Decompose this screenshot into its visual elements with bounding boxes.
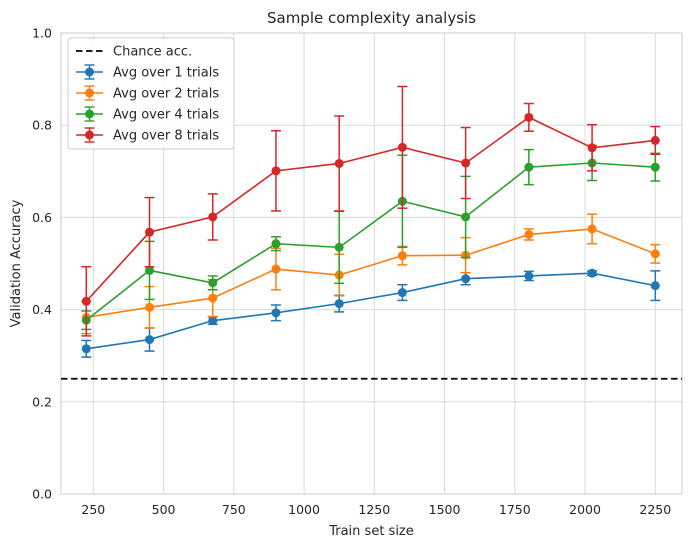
- legend-item-series-4: Avg over 8 trials: [76, 127, 219, 144]
- grid: [61, 32, 682, 495]
- series-line: [86, 272, 656, 350]
- data-point: [650, 281, 660, 291]
- x-tick-label: 250: [81, 502, 105, 517]
- x-axis-label: Train set size: [328, 524, 414, 539]
- data-point: [271, 166, 281, 176]
- data-point: [334, 299, 344, 309]
- data-point: [524, 229, 534, 239]
- x-tick-label: 500: [152, 502, 176, 517]
- x-tick-label: 2000: [569, 502, 601, 517]
- x-tick-label: 750: [222, 502, 246, 517]
- series-line: [86, 228, 656, 319]
- data-point: [587, 224, 597, 234]
- legend-marker-icon: [85, 88, 94, 98]
- legend-item-chance: Chance acc.: [76, 45, 192, 60]
- data-point: [208, 278, 218, 288]
- legend-label: Avg over 4 trials: [113, 108, 219, 123]
- series-layer: [81, 85, 661, 358]
- data-point: [650, 249, 660, 259]
- data-point: [145, 227, 155, 237]
- data-point: [81, 296, 91, 306]
- x-tick-label: 1250: [358, 502, 390, 517]
- legend-label: Avg over 2 trials: [113, 87, 219, 102]
- legend-marker-icon: [85, 67, 94, 77]
- data-point: [145, 302, 155, 312]
- data-point: [208, 316, 218, 326]
- legend: Chance acc. Avg over 1 trials Avg over 2 t…: [67, 37, 235, 150]
- chart-title: Sample complexity analysis: [267, 9, 476, 27]
- y-tick-label: 1.0: [32, 26, 52, 41]
- data-point: [145, 335, 155, 345]
- y-tick-label: 0.2: [32, 394, 52, 409]
- legend-label: Avg over 8 trials: [113, 129, 219, 144]
- data-point: [397, 142, 407, 152]
- x-tick-label: 1000: [288, 502, 320, 517]
- series-line: [85, 116, 656, 302]
- legend-label: Chance acc.: [113, 45, 192, 60]
- data-point: [587, 143, 597, 153]
- data-point: [524, 112, 534, 122]
- legend-label: Avg over 1 trials: [113, 66, 219, 81]
- legend-item-series-2: Avg over 2 trials: [76, 85, 219, 102]
- data-point: [524, 271, 534, 281]
- plot-frame: [60, 32, 683, 495]
- data-point: [524, 162, 534, 172]
- data-point: [271, 264, 281, 274]
- legend-items: Chance acc. Avg over 1 trials Avg over 2 t…: [76, 45, 219, 144]
- x-tick-label: 1500: [429, 502, 461, 517]
- data-point: [334, 158, 344, 168]
- data-point: [587, 268, 597, 278]
- data-point: [271, 239, 281, 249]
- legend-item-series-3: Avg over 4 trials: [76, 106, 219, 123]
- data-point: [461, 158, 471, 168]
- x-tick-label: 1750: [499, 502, 531, 517]
- data-point: [461, 212, 471, 222]
- y-tick-label: 0.8: [32, 118, 52, 133]
- legend-item-series-1: Avg over 1 trials: [76, 64, 219, 81]
- data-point: [145, 265, 155, 275]
- data-point: [208, 293, 218, 303]
- data-point: [650, 135, 660, 145]
- series-line: [85, 162, 656, 321]
- x-tick-label: 2250: [639, 502, 671, 517]
- y-tick-label: 0.6: [32, 210, 52, 225]
- tick-labels: 250 500 750 1000 1250 1500 1750 2000 2250 0.0 0.2 0…: [32, 26, 671, 518]
- data-point: [208, 212, 218, 222]
- data-point: [397, 251, 407, 261]
- data-point: [397, 288, 407, 298]
- y-tick-label: 0.0: [32, 487, 52, 502]
- legend-marker-icon: [85, 109, 94, 119]
- data-point: [334, 242, 344, 252]
- series-4: [81, 85, 661, 337]
- data-point: [271, 308, 281, 318]
- y-axis-label: Validation Accuracy: [9, 199, 24, 327]
- data-point: [81, 344, 91, 354]
- legend-marker-icon: [85, 130, 94, 140]
- data-point: [461, 274, 471, 284]
- y-tick-label: 0.4: [32, 302, 52, 317]
- data-point: [650, 162, 660, 172]
- legend-box: [67, 37, 235, 150]
